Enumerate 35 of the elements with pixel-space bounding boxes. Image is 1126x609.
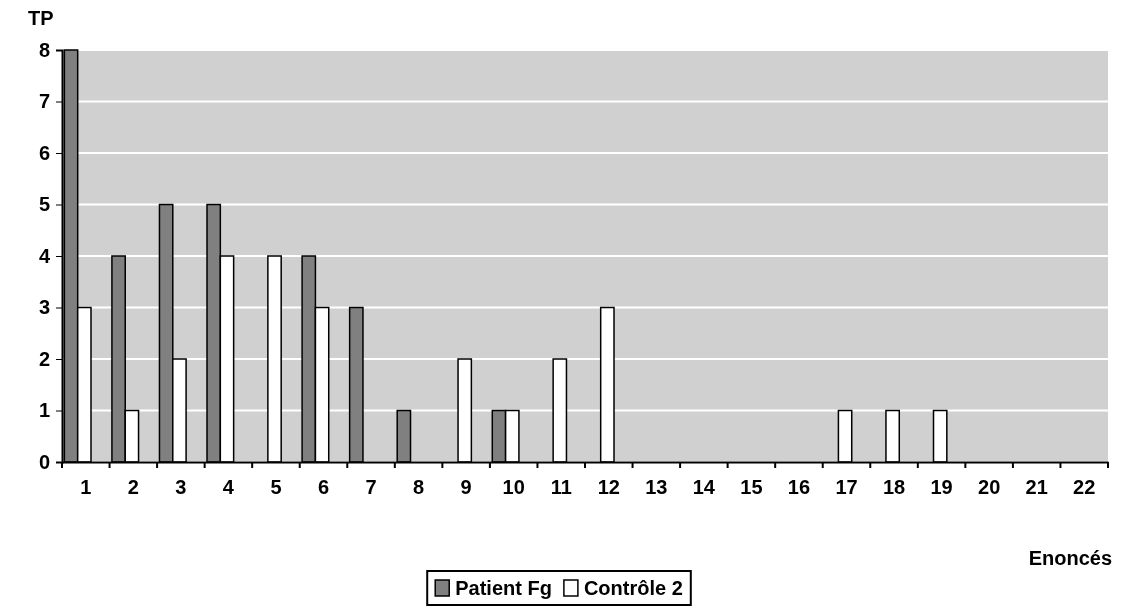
x-tick-label: 4 bbox=[222, 476, 235, 499]
legend-label: Contrôle 2 bbox=[583, 577, 683, 599]
x-tick-label: 12 bbox=[597, 476, 620, 499]
y-tick-label: 1 bbox=[38, 399, 50, 422]
x-tick-label: 6 bbox=[317, 476, 330, 499]
x-tick-label: 20 bbox=[978, 476, 1001, 499]
x-tick-label: 3 bbox=[175, 476, 187, 499]
x-tick-label: 22 bbox=[1073, 476, 1096, 499]
x-tick-label: 13 bbox=[645, 476, 668, 499]
x-tick-label: 16 bbox=[787, 476, 811, 499]
x-tick-label: 17 bbox=[835, 476, 858, 499]
x-tick-label: 7 bbox=[365, 476, 377, 499]
x-tick-label: 2 bbox=[127, 476, 139, 499]
x-tick-label: 5 bbox=[270, 476, 282, 499]
y-axis-title: TP bbox=[28, 7, 54, 29]
y-tick-label: 0 bbox=[38, 450, 50, 473]
x-tick-label: 15 bbox=[740, 476, 763, 499]
y-tick-label: 4 bbox=[38, 244, 51, 267]
x-tick-label: 8 bbox=[413, 476, 425, 499]
x-tick-label: 9 bbox=[460, 476, 472, 499]
x-tick-label: 10 bbox=[502, 476, 525, 499]
y-tick-label: 3 bbox=[38, 296, 50, 319]
legend-label: Patient Fg bbox=[455, 577, 552, 599]
x-tick-label: 11 bbox=[550, 476, 572, 499]
y-tick-label: 2 bbox=[38, 347, 50, 370]
x-tick-label: 1 bbox=[80, 476, 92, 499]
x-tick-label: 19 bbox=[930, 476, 953, 499]
y-tick-label: 8 bbox=[38, 38, 50, 61]
x-axis-title: Enoncés bbox=[1028, 547, 1112, 569]
x-tick-label: 21 bbox=[1025, 476, 1048, 499]
y-tick-label: 7 bbox=[38, 90, 50, 113]
y-tick-label: 5 bbox=[38, 193, 50, 216]
x-tick-label: 18 bbox=[882, 476, 906, 499]
y-tick-label: 6 bbox=[38, 141, 50, 164]
x-tick-label: 14 bbox=[692, 476, 716, 499]
